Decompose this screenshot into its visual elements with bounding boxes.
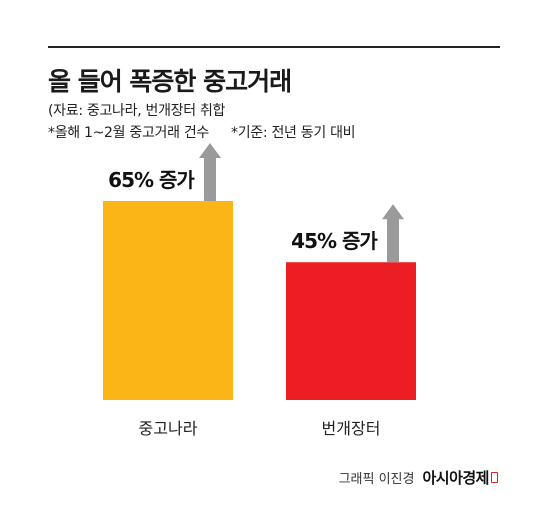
up-arrow-head-icon xyxy=(199,143,221,158)
brand-mark-icon xyxy=(491,472,498,483)
category-label-2: 번개장터 xyxy=(322,419,381,438)
brand-logo-text: 아시아경제 xyxy=(422,469,489,487)
title-rule xyxy=(48,46,500,48)
data-label-2: 45% 증가 xyxy=(291,229,378,253)
bar-2 xyxy=(286,262,416,400)
category-label-1: 중고나라 xyxy=(139,419,198,438)
chart-title: 올 들어 폭증한 중고거래 xyxy=(48,67,292,96)
up-arrow-head-icon xyxy=(382,204,404,220)
up-arrow-icon xyxy=(387,218,399,263)
graphic-credit: 그래픽 이진경 xyxy=(338,472,415,487)
bar-1 xyxy=(103,201,233,400)
basis-note: *기준: 전년 동기 대비 xyxy=(231,125,356,141)
notes-line: *올해 1~2월 중고거래 건수 *기준: 전년 동기 대비 xyxy=(48,122,356,142)
up-arrow-icon xyxy=(204,157,216,201)
footer: 그래픽 이진경 아시아경제 xyxy=(339,467,498,488)
source-note: (자료: 중고나라, 번개장터 취합 xyxy=(48,103,226,119)
data-label-1: 65% 증가 xyxy=(108,168,195,192)
period-note: *올해 1~2월 중고거래 건수 xyxy=(48,125,210,141)
